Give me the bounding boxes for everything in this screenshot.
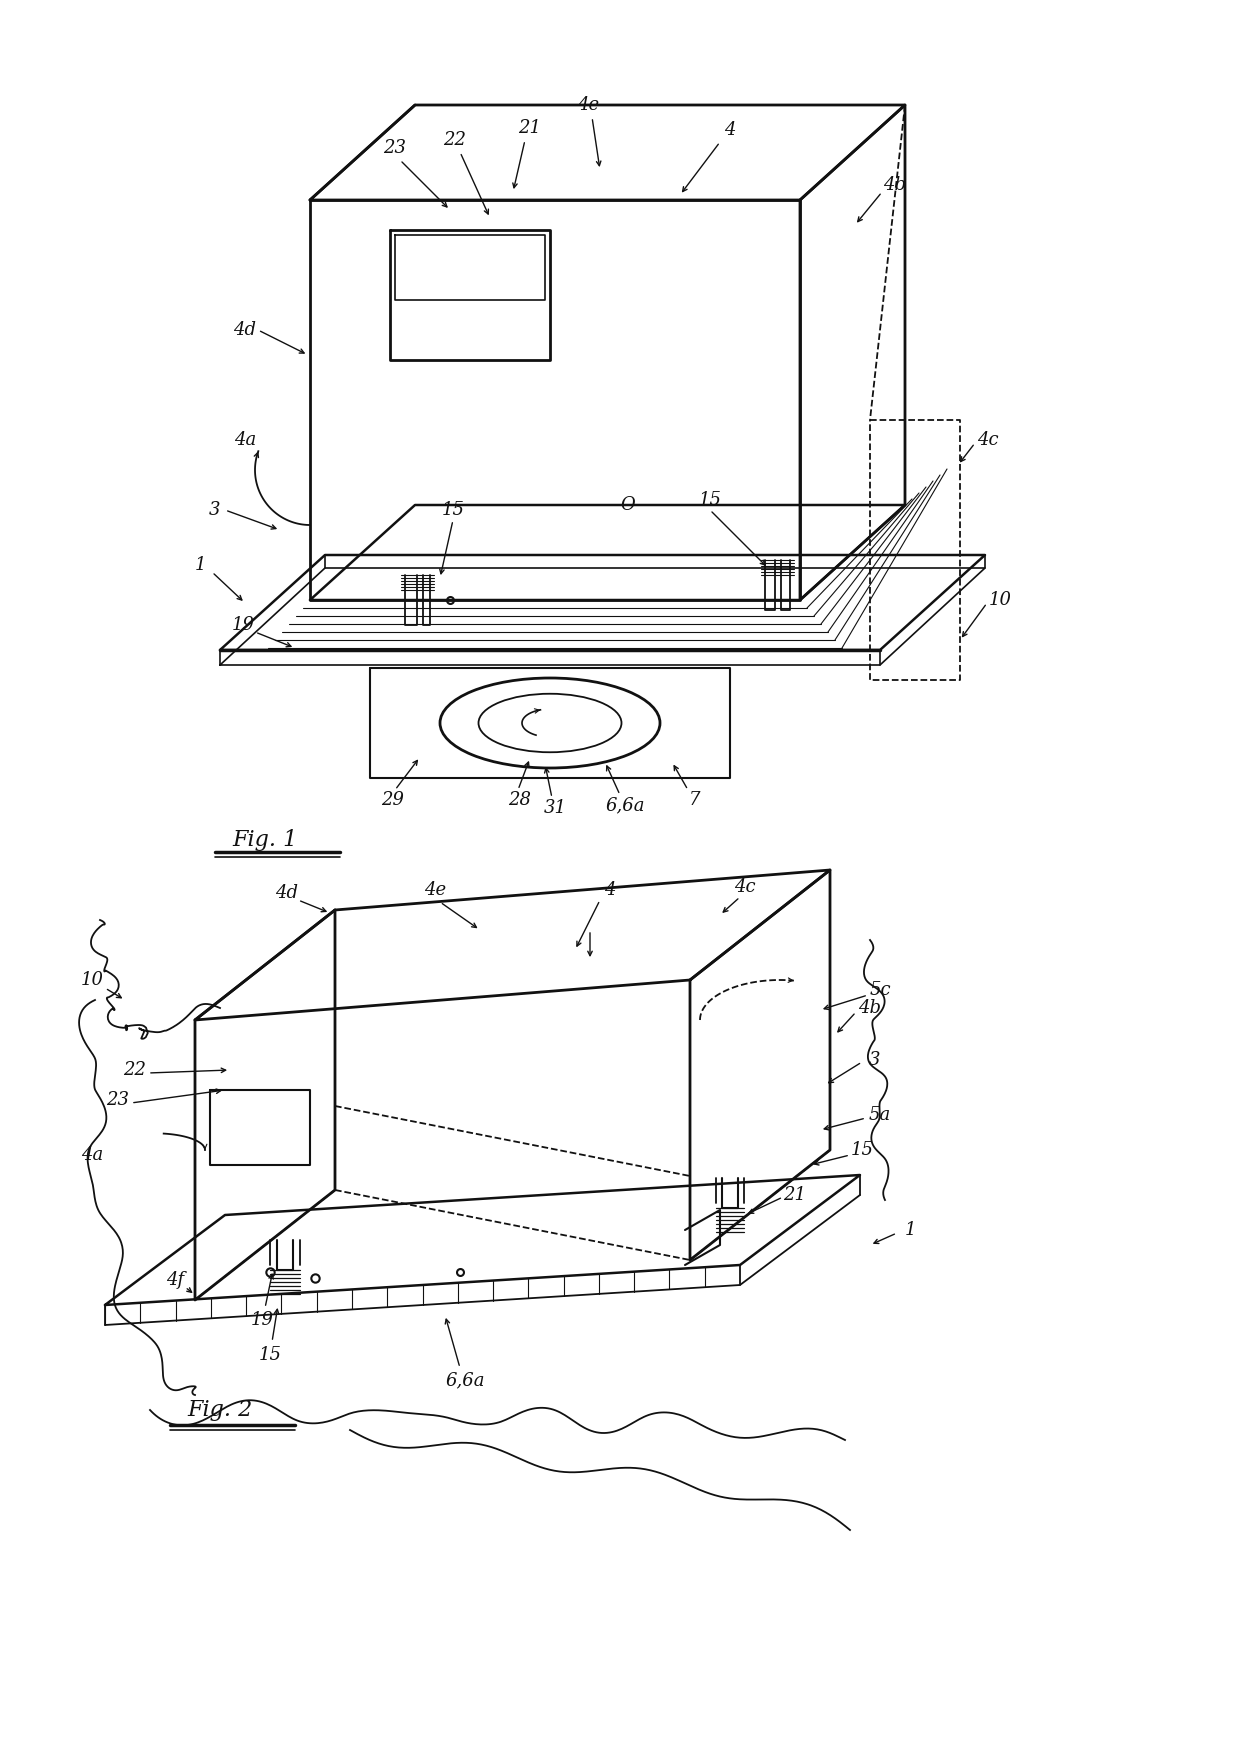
Text: 3: 3 [210,501,221,520]
Text: Fig. 2: Fig. 2 [187,1399,253,1421]
Text: 4e: 4e [577,96,599,113]
Text: 1: 1 [904,1221,916,1238]
Text: 15: 15 [851,1141,873,1160]
Text: 21: 21 [784,1186,806,1203]
Text: 3: 3 [869,1052,880,1069]
Text: 4d: 4d [233,321,257,338]
Text: 7: 7 [689,792,701,809]
Text: 23: 23 [107,1092,129,1109]
Text: 22: 22 [124,1060,146,1080]
Text: 4a: 4a [81,1146,103,1163]
Text: 4b: 4b [883,176,906,194]
Text: 19: 19 [250,1311,274,1329]
Text: 5c: 5c [869,980,890,999]
Text: 10: 10 [81,971,103,989]
Text: 19: 19 [232,616,254,635]
Text: 4: 4 [724,120,735,140]
Text: 6,6a: 6,6a [445,1371,485,1388]
Text: Fig. 1: Fig. 1 [232,828,298,851]
Text: 15: 15 [698,492,722,509]
Text: 21: 21 [518,119,542,138]
Text: 5a: 5a [869,1106,892,1123]
Text: 4c: 4c [977,431,998,448]
Text: 4f: 4f [166,1271,184,1289]
Text: 1: 1 [195,556,206,574]
Text: 4b: 4b [858,999,882,1017]
Text: 6,6a: 6,6a [605,795,645,814]
Text: 4a: 4a [234,431,257,448]
Text: 22: 22 [444,131,466,148]
Text: O: O [621,495,635,514]
Text: 15: 15 [258,1346,281,1364]
Text: 15: 15 [441,501,465,520]
Text: 28: 28 [508,792,532,809]
Text: 23: 23 [383,140,407,157]
Text: 4d: 4d [275,884,299,902]
Text: 4e: 4e [424,881,446,898]
Text: 31: 31 [543,799,567,816]
Text: 10: 10 [988,591,1012,609]
Text: 29: 29 [382,792,404,809]
Text: 4: 4 [604,881,616,898]
Text: 4c: 4c [734,877,756,896]
